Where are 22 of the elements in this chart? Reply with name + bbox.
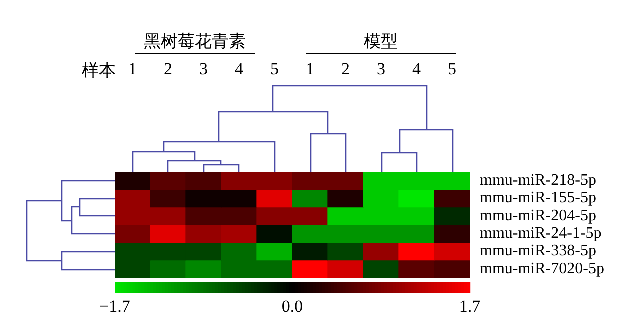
y-tick-label: mmu-miR-204-5p bbox=[480, 207, 596, 224]
x-tick-label: 2 bbox=[342, 59, 350, 78]
y-tick-label: mmu-miR-218-5p bbox=[480, 172, 596, 190]
color-bar-label: 0.0 bbox=[282, 296, 304, 316]
y-tick-label: mmu-miR-338-5p bbox=[480, 242, 596, 260]
text: 模型 bbox=[306, 32, 456, 54]
x-tick-label: 5 bbox=[448, 59, 456, 78]
x-tick-label: 4 bbox=[235, 59, 244, 78]
y-tick-label: mmu-miR-155-5p bbox=[480, 190, 596, 207]
x-tick-label: 2 bbox=[164, 59, 172, 78]
x-tick-label: 5 bbox=[270, 59, 279, 78]
y-tick-label: mmu-miR-24-1-5p bbox=[480, 225, 602, 242]
x-tick-label: 3 bbox=[200, 59, 208, 78]
x-tick-label: 1 bbox=[306, 59, 314, 78]
text: 黑树莓花青素 bbox=[135, 32, 255, 54]
x-tick-label: 1 bbox=[128, 59, 137, 78]
x-axis-title: 样本 bbox=[82, 61, 116, 80]
color-bar-label: 1.7 bbox=[459, 296, 482, 316]
x-tick-label: 4 bbox=[412, 59, 422, 78]
y-tick-label: mmu-miR-7020-5p bbox=[480, 260, 604, 278]
x-tick-label: 3 bbox=[377, 59, 386, 78]
color-bar-label: −1.7 bbox=[100, 296, 131, 316]
